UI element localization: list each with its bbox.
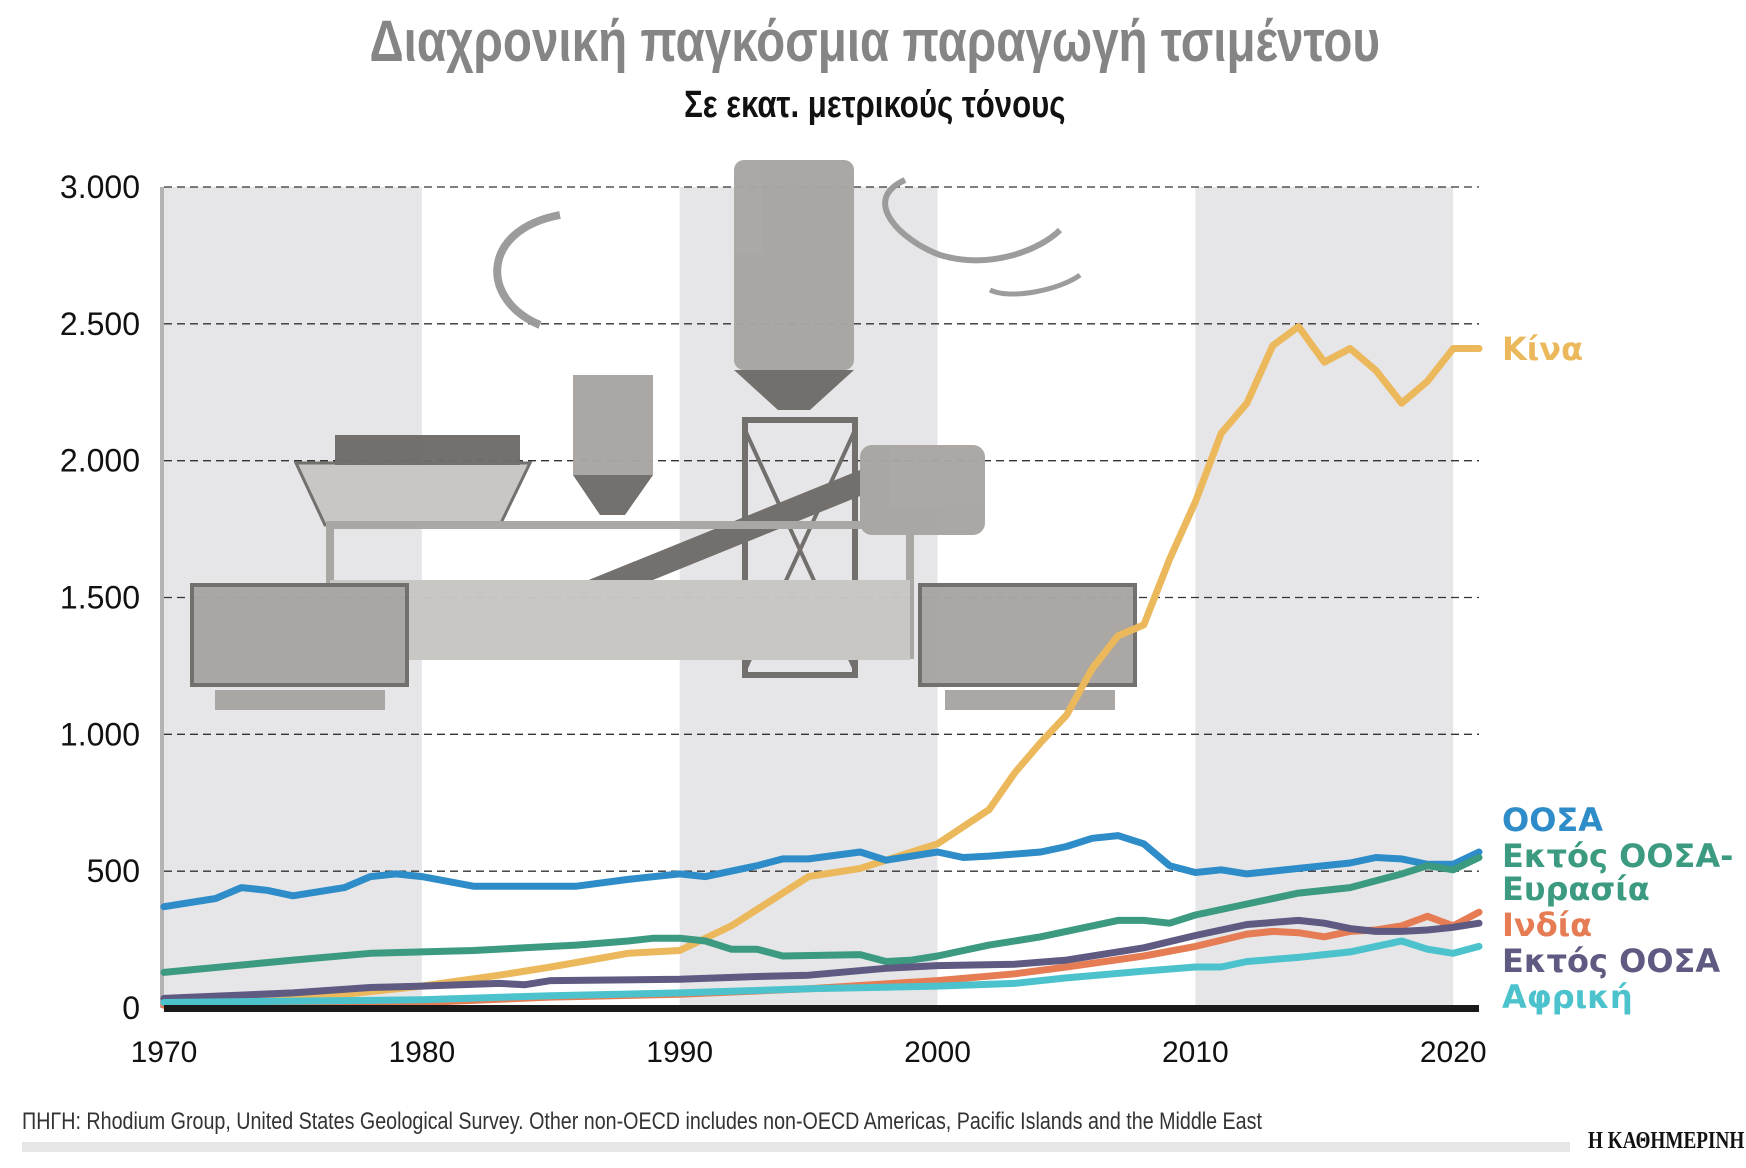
x-tick-label: 1970 (131, 1036, 198, 1069)
series-line (160, 937, 1483, 1006)
silo-icon (734, 160, 854, 370)
y-tick-label: 1.500 (60, 580, 140, 616)
hopper-top (335, 435, 520, 465)
legend-label: ΟΟΣΑ (1502, 801, 1603, 839)
series-line (160, 916, 1483, 1002)
x-tick-label: 1990 (646, 1036, 713, 1069)
container-left (190, 583, 409, 687)
legend-label: Κίνα (1502, 330, 1583, 368)
publisher-logo: Η ΚΑΘΗΜΕΡΙΝΗ (1587, 1128, 1744, 1154)
smoke-icon (493, 211, 561, 329)
container-right (918, 583, 1137, 687)
hopper-icon (293, 461, 533, 527)
base-platform (330, 580, 910, 660)
y-tick-label: 2.000 (60, 443, 140, 479)
chart-subtitle: Σε εκατ. μετρικούς τόνους (684, 84, 1066, 126)
series-line (160, 832, 1483, 911)
y-axis-line (160, 187, 164, 1008)
cement-factory-illustration (190, 160, 1137, 710)
legend-label: Εκτός ΟΟΣΑ (1502, 942, 1720, 980)
container-right-base (945, 690, 1115, 710)
legend-label: Εκτός ΟΟΣΑ- (1502, 837, 1733, 875)
series-line (160, 323, 1483, 1009)
tower-frame (742, 417, 858, 678)
y-tick-label: 500 (87, 853, 140, 889)
x-tick-label: 2010 (1162, 1036, 1229, 1069)
x-tick-label: 2000 (904, 1036, 971, 1069)
x-axis-line (164, 1005, 1479, 1012)
small-silo-cone (573, 475, 653, 515)
smoke-icon (882, 177, 1063, 264)
x-tick-label: 1980 (388, 1036, 455, 1069)
y-tick-label: 2.500 (60, 306, 140, 342)
container-left-base (215, 690, 385, 710)
silo-cone (734, 370, 854, 410)
series-line (160, 854, 1483, 976)
legend-label: Ευρασία (1502, 870, 1650, 908)
x-tick-label: 2020 (1420, 1036, 1487, 1069)
small-silo (573, 375, 653, 475)
smoke-icon (988, 272, 1082, 297)
chart-title: Διαχρονική παγκόσμια παραγωγή τσιμέντου (369, 9, 1381, 74)
source-note: ΠΗΓΗ: Rhodium Group, United States Geolo… (22, 1108, 1262, 1135)
legend-label: Αφρική (1502, 978, 1633, 1016)
y-tick-label: 3.000 (60, 169, 140, 205)
mixer-drum (860, 445, 985, 535)
y-tick-label: 1.000 (60, 716, 140, 752)
footer-divider (22, 1142, 1570, 1152)
legend-label: Ινδία (1502, 906, 1592, 944)
y-tick-label: 0 (122, 990, 140, 1026)
